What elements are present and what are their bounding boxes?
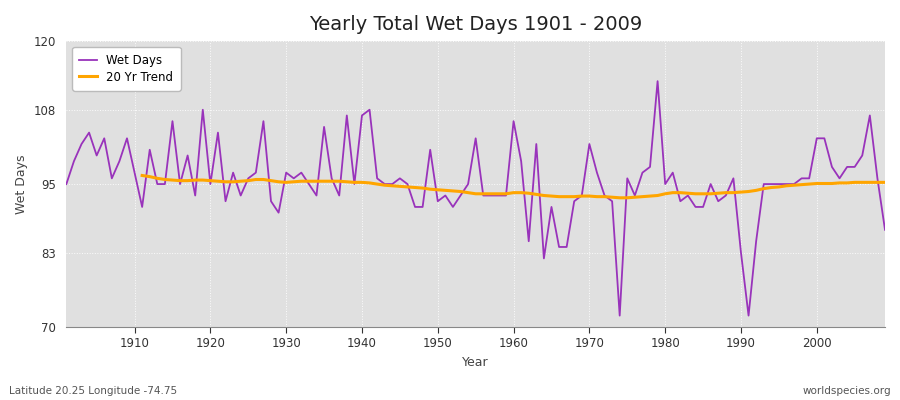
Wet Days — [334, 193, 345, 198]
Text: Latitude 20.25 Longitude -74.75: Latitude 20.25 Longitude -74.75 — [9, 386, 177, 396]
Wet Days — [652, 79, 663, 84]
Y-axis label: Wet Days: Wet Days — [15, 154, 28, 214]
Wet Days — [122, 136, 132, 141]
Legend: Wet Days, 20 Yr Trend: Wet Days, 20 Yr Trend — [72, 47, 181, 91]
20 Yr Trend — [137, 173, 148, 178]
20 Yr Trend — [531, 192, 542, 197]
20 Yr Trend — [508, 190, 519, 195]
Text: worldspecies.org: worldspecies.org — [803, 386, 891, 396]
Wet Days — [508, 119, 519, 124]
20 Yr Trend — [364, 180, 375, 185]
20 Yr Trend — [334, 179, 345, 184]
20 Yr Trend — [311, 179, 322, 184]
20 Yr Trend — [728, 190, 739, 195]
Title: Yearly Total Wet Days 1901 - 2009: Yearly Total Wet Days 1901 - 2009 — [309, 15, 643, 34]
Wet Days — [500, 193, 511, 198]
20 Yr Trend — [615, 195, 626, 200]
Wet Days — [879, 228, 890, 232]
Wet Days — [288, 176, 299, 181]
Line: 20 Yr Trend: 20 Yr Trend — [142, 176, 885, 198]
X-axis label: Year: Year — [463, 356, 489, 369]
Wet Days — [599, 193, 610, 198]
Wet Days — [615, 313, 626, 318]
20 Yr Trend — [879, 180, 890, 185]
Line: Wet Days: Wet Days — [67, 81, 885, 316]
Wet Days — [61, 182, 72, 186]
